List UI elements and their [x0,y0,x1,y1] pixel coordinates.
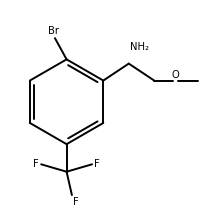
Text: F: F [73,197,79,207]
Text: F: F [94,159,100,169]
Text: Br: Br [48,26,59,36]
Text: NH₂: NH₂ [130,42,149,52]
Text: O: O [172,70,179,80]
Text: F: F [33,159,39,169]
